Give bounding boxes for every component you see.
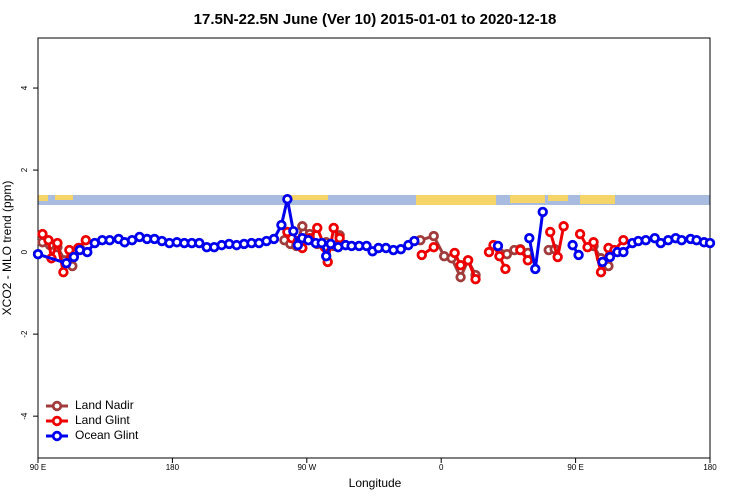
point <box>537 206 548 218</box>
land-strip <box>416 195 496 205</box>
x-axis-label: Longitude <box>349 476 402 490</box>
point <box>545 226 556 238</box>
x-tick-label: 180 <box>166 463 180 472</box>
point <box>52 237 63 249</box>
y-tick-label: 4 <box>20 85 29 90</box>
land-strip <box>510 195 545 203</box>
point <box>328 222 339 234</box>
point <box>61 257 72 269</box>
point <box>288 225 299 237</box>
point <box>268 233 280 245</box>
legend-marker <box>51 430 63 442</box>
land-strip <box>548 195 568 201</box>
point <box>68 251 80 263</box>
point <box>449 247 460 259</box>
point <box>524 232 535 244</box>
point <box>312 222 323 234</box>
point <box>416 249 427 261</box>
point <box>82 246 93 258</box>
point <box>194 237 205 249</box>
point <box>515 244 526 256</box>
point <box>361 240 372 252</box>
point <box>276 219 287 231</box>
chart-title: 17.5N-22.5N June (Ver 10) 2015-01-01 to … <box>194 11 557 28</box>
legend-marker <box>51 415 63 427</box>
point <box>292 239 304 251</box>
y-tick-label: 2 <box>20 167 29 172</box>
x-tick-label: 0 <box>439 463 444 472</box>
point <box>297 221 308 232</box>
point <box>395 244 407 255</box>
point <box>573 249 584 261</box>
point <box>43 235 54 246</box>
point <box>483 246 495 258</box>
point <box>676 235 687 246</box>
series <box>32 193 716 275</box>
legend-label: Land Nadir <box>75 398 134 412</box>
point <box>80 235 91 246</box>
point <box>604 251 616 263</box>
point <box>558 221 569 232</box>
point <box>588 237 599 248</box>
land-strip <box>283 195 328 200</box>
y-tick-label: -4 <box>20 412 29 420</box>
legend-marker <box>51 400 63 412</box>
point <box>640 235 651 246</box>
point <box>334 232 345 244</box>
point <box>618 235 629 246</box>
ocean-strip <box>38 195 710 205</box>
point <box>316 237 327 249</box>
x-tick-label: 90 E <box>567 463 583 472</box>
point <box>500 263 511 275</box>
point <box>455 271 466 283</box>
point <box>428 230 439 242</box>
point <box>58 266 69 278</box>
x-tick-label: 90 E <box>30 463 46 472</box>
x-tick-label: 90 W <box>297 463 316 472</box>
point <box>597 256 608 268</box>
y-tick-label: -2 <box>20 330 29 338</box>
point <box>618 246 629 258</box>
point <box>595 266 607 278</box>
point <box>455 260 466 271</box>
land-strip <box>38 195 48 201</box>
point <box>492 240 504 252</box>
x-tick-label: 180 <box>703 463 717 472</box>
point <box>104 235 115 246</box>
legend-label: Ocean Glint <box>75 428 139 442</box>
point <box>32 248 44 260</box>
point <box>704 237 716 249</box>
point <box>321 251 332 262</box>
point <box>37 228 48 240</box>
point <box>574 228 586 240</box>
legend-label: Land Glint <box>75 413 130 427</box>
land-ocean-band <box>38 195 710 205</box>
point <box>552 251 563 263</box>
land-strip <box>55 195 73 200</box>
point <box>470 273 481 285</box>
point <box>428 241 439 253</box>
point <box>567 239 578 251</box>
point <box>282 193 293 205</box>
point <box>522 255 534 266</box>
y-tick-label: 0 <box>20 249 29 254</box>
point <box>64 244 75 256</box>
point <box>494 251 505 262</box>
y-axis-label: XCO2 - MLO trend (ppm) <box>0 181 14 316</box>
point <box>530 263 541 275</box>
land-strip <box>580 195 615 204</box>
point <box>462 255 474 266</box>
point <box>409 235 420 247</box>
